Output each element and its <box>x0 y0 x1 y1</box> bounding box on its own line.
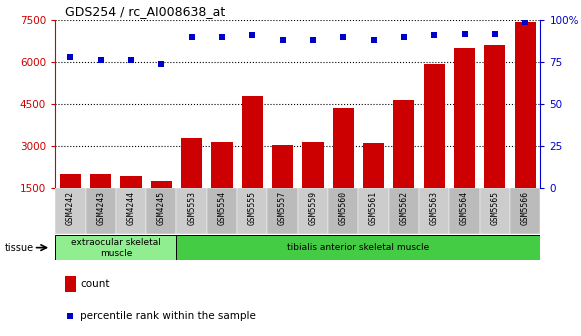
Bar <box>150 181 172 188</box>
Bar <box>484 45 505 188</box>
Bar <box>389 188 419 234</box>
Bar <box>333 109 354 188</box>
Text: GSM5563: GSM5563 <box>430 191 439 224</box>
Text: GSM5553: GSM5553 <box>187 191 196 224</box>
Point <box>157 61 166 67</box>
Bar <box>211 142 232 188</box>
Text: GSM4242: GSM4242 <box>66 191 75 224</box>
Point <box>460 31 469 36</box>
Point <box>429 33 439 38</box>
Bar <box>419 188 449 234</box>
Text: tissue: tissue <box>5 243 34 253</box>
Bar <box>120 175 142 188</box>
Text: count: count <box>80 279 110 289</box>
Point <box>66 54 75 60</box>
Point <box>248 33 257 38</box>
Bar <box>297 188 328 234</box>
Bar <box>207 188 237 234</box>
Bar <box>177 235 540 260</box>
Bar <box>242 96 263 188</box>
Text: GSM5555: GSM5555 <box>248 191 257 224</box>
Text: GSM5560: GSM5560 <box>339 191 348 224</box>
Text: GSM5564: GSM5564 <box>460 191 469 224</box>
Point <box>126 58 135 63</box>
Text: percentile rank within the sample: percentile rank within the sample <box>80 311 256 321</box>
Bar <box>515 22 536 188</box>
Text: GSM5559: GSM5559 <box>309 191 317 224</box>
Point <box>490 31 500 36</box>
Point <box>96 58 105 63</box>
Bar <box>363 143 384 188</box>
Bar <box>65 276 76 292</box>
Bar <box>393 100 414 188</box>
Text: GSM4245: GSM4245 <box>157 191 166 224</box>
Text: GSM4243: GSM4243 <box>96 191 105 224</box>
Text: GSM5554: GSM5554 <box>217 191 227 224</box>
Bar <box>90 174 112 188</box>
Text: GSM5562: GSM5562 <box>399 191 408 224</box>
Bar <box>272 145 293 188</box>
Bar <box>116 188 146 234</box>
Text: GSM5557: GSM5557 <box>278 191 287 224</box>
Text: GSM5565: GSM5565 <box>490 191 499 224</box>
Text: GSM5561: GSM5561 <box>369 191 378 224</box>
Bar <box>55 235 177 260</box>
Point <box>278 38 287 43</box>
Point <box>369 38 378 43</box>
Point <box>66 313 75 319</box>
Bar <box>177 188 207 234</box>
Bar <box>302 142 324 188</box>
Bar <box>480 188 510 234</box>
Bar <box>328 188 358 234</box>
Bar <box>424 64 445 188</box>
Bar <box>449 188 480 234</box>
Bar <box>454 48 475 188</box>
Text: tibialis anterior skeletal muscle: tibialis anterior skeletal muscle <box>287 243 429 252</box>
Text: GSM4244: GSM4244 <box>127 191 135 224</box>
Point <box>217 34 227 40</box>
Bar <box>181 138 202 188</box>
Text: extraocular skeletal
muscle: extraocular skeletal muscle <box>71 238 161 257</box>
Bar <box>510 188 540 234</box>
Bar <box>55 188 85 234</box>
Point <box>187 34 196 40</box>
Text: GSM5566: GSM5566 <box>521 191 530 224</box>
Text: GDS254 / rc_AI008638_at: GDS254 / rc_AI008638_at <box>65 5 225 17</box>
Bar <box>267 188 297 234</box>
Bar <box>60 174 81 188</box>
Point <box>309 38 318 43</box>
Point <box>399 34 408 40</box>
Bar <box>358 188 389 234</box>
Point <box>521 19 530 25</box>
Bar <box>146 188 177 234</box>
Point <box>339 34 348 40</box>
Bar <box>237 188 267 234</box>
Bar <box>85 188 116 234</box>
